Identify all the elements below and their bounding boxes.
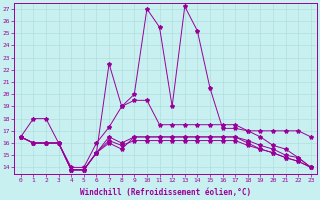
X-axis label: Windchill (Refroidissement éolien,°C): Windchill (Refroidissement éolien,°C) [80, 188, 252, 197]
